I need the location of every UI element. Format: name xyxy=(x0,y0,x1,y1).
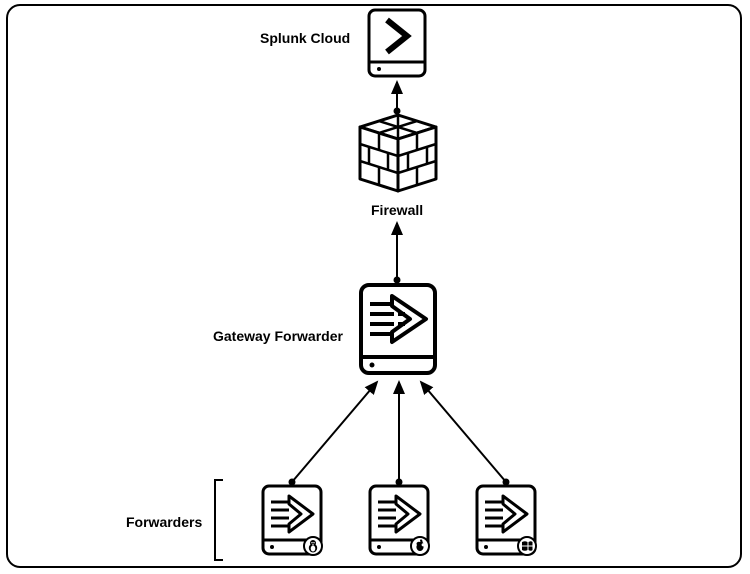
edges-layer xyxy=(0,0,750,574)
